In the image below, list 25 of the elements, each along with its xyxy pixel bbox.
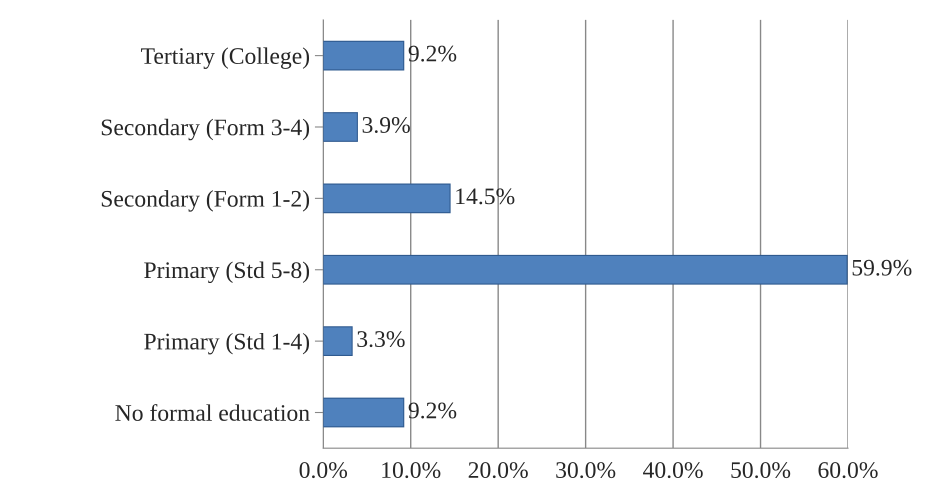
data-label: 59.9%: [852, 260, 912, 276]
data-label: 3.9%: [362, 116, 410, 134]
data-label: 3.3%: [357, 331, 405, 348]
x-tick-label: 30.0%: [556, 462, 616, 478]
bar: [323, 112, 358, 142]
x-tick-label: 10.0%: [382, 462, 440, 478]
y-tick-label: No formal education: [115, 404, 310, 421]
bar: [323, 326, 353, 356]
y-tick-label: Secondary (Form 1-2): [102, 190, 310, 212]
bar: [323, 40, 404, 70]
bar: [323, 184, 451, 214]
x-tick-label: 20.0%: [468, 462, 528, 478]
y-tick-label: Tertiary (College): [141, 47, 310, 69]
bar: [323, 398, 404, 428]
y-tick-label: Primary (Std 5-8): [144, 262, 310, 284]
data-label: 9.2%: [408, 402, 456, 419]
data-label: 9.2%: [408, 46, 456, 62]
bar: [323, 254, 848, 285]
x-tick-label: 50.0%: [731, 462, 790, 478]
y-tick-label: Secondary (Form 3-4): [102, 118, 310, 140]
data-label: 14.5%: [456, 188, 514, 204]
x-tick-label: 60.0%: [818, 462, 878, 478]
x-tick-label: 40.0%: [643, 462, 703, 478]
x-tick-label: 0.0%: [300, 462, 348, 478]
y-tick-label: Primary (Std 1-4): [144, 332, 310, 354]
